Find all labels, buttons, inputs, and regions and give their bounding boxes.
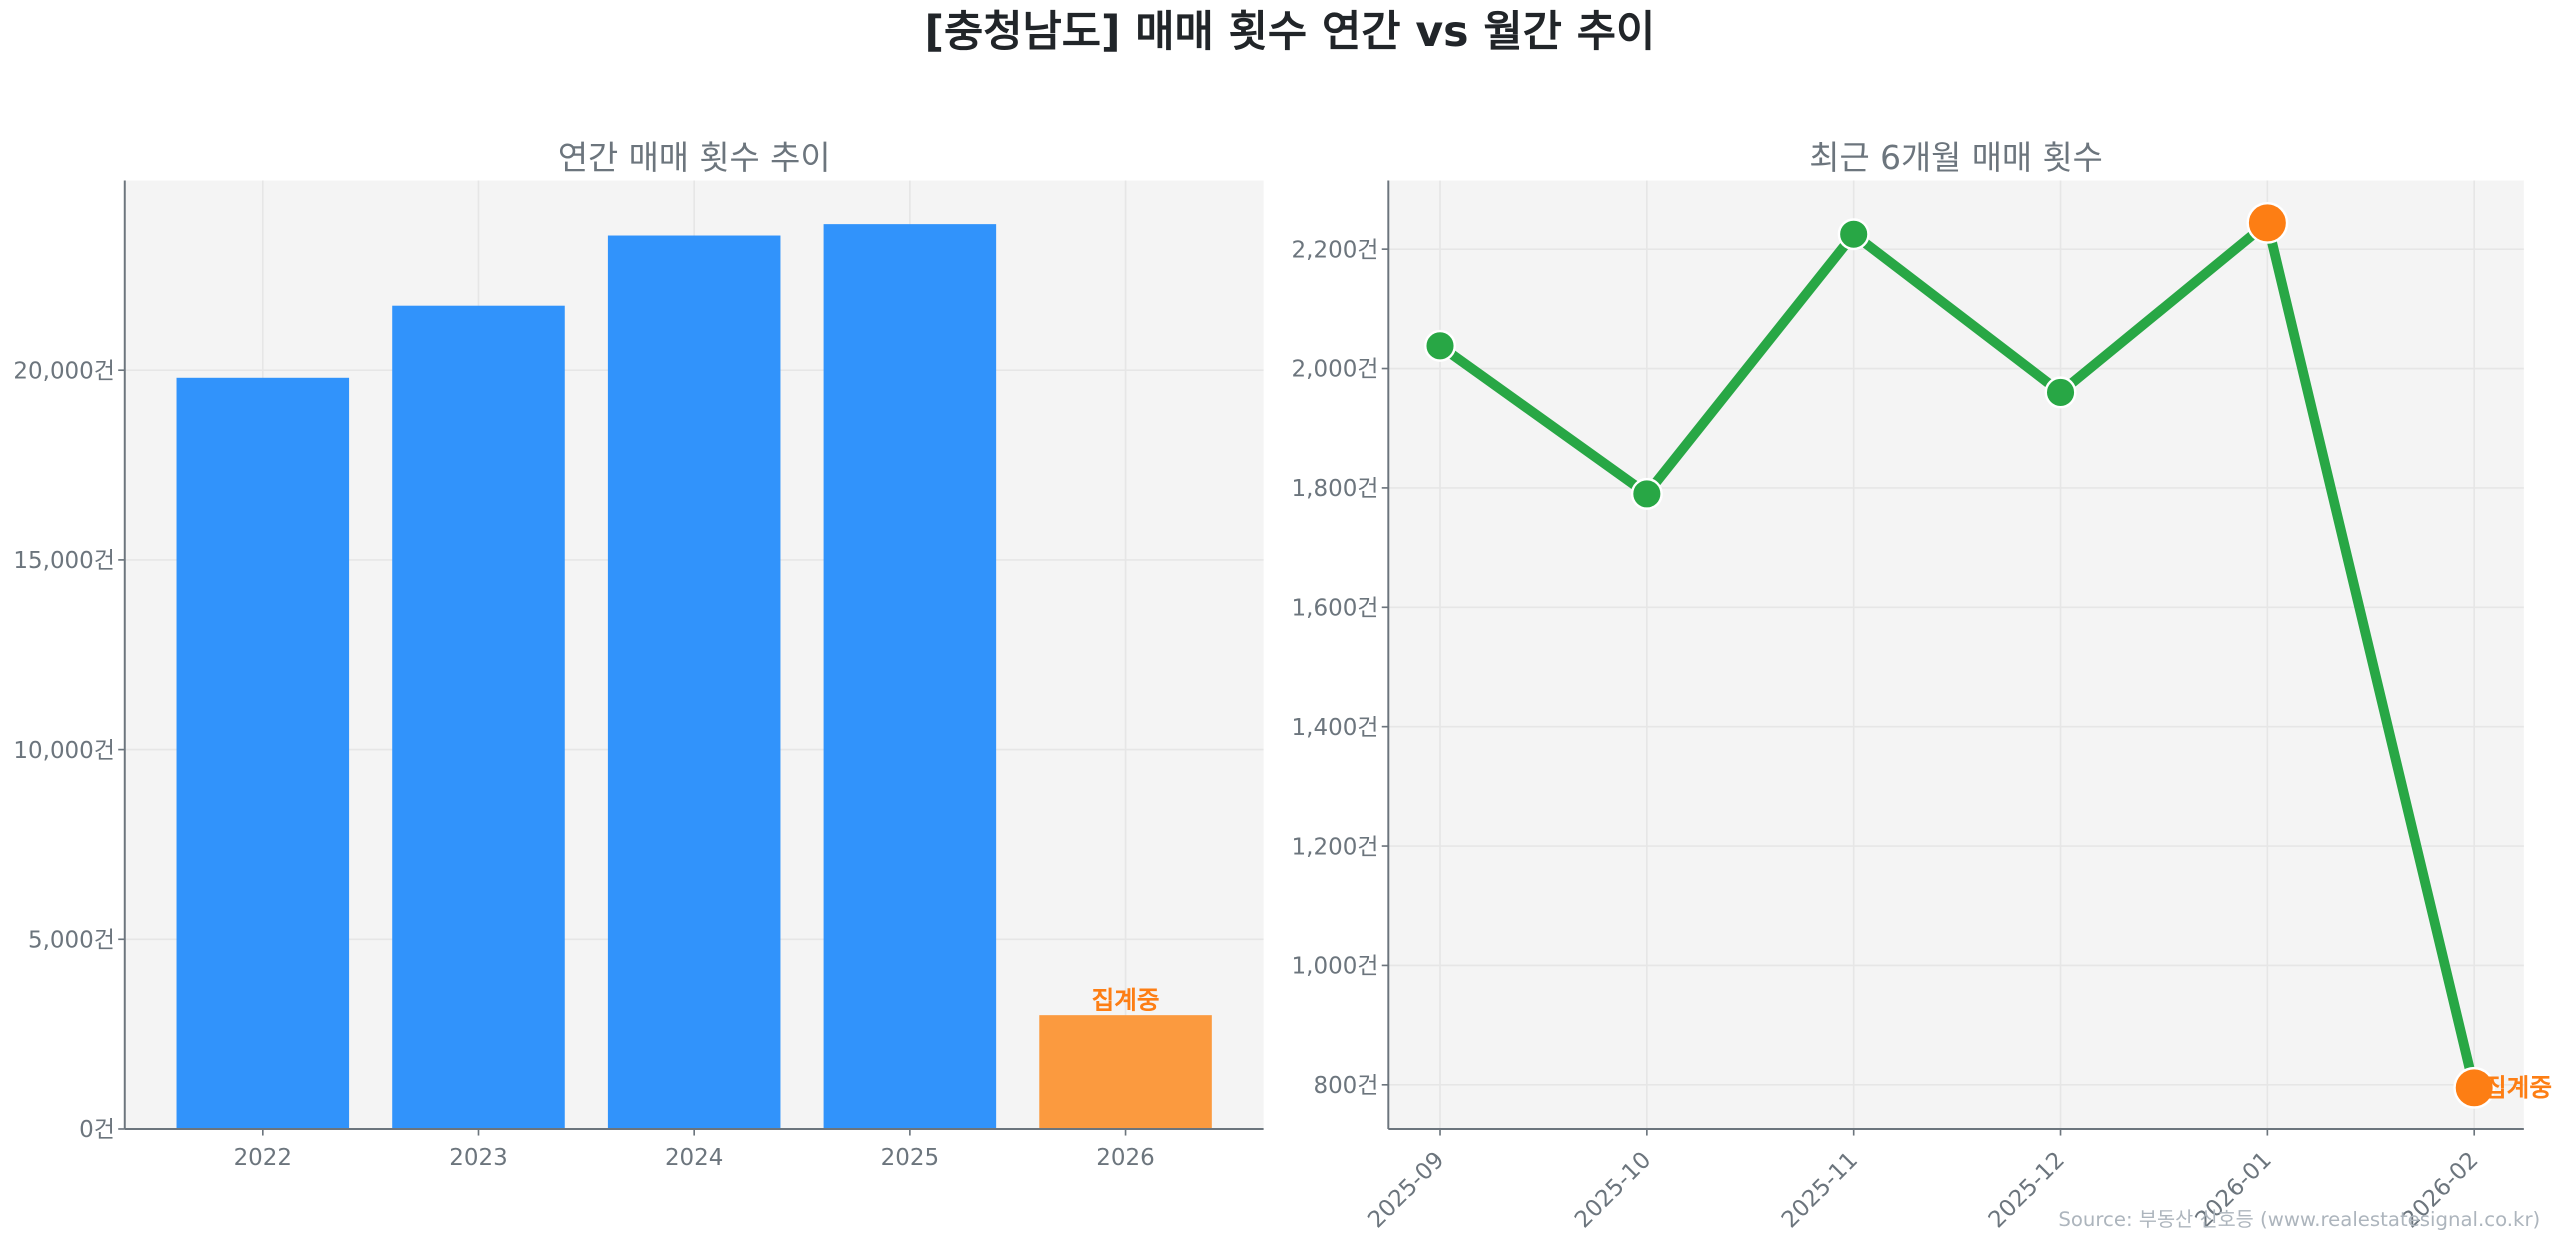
bar-2026 xyxy=(1039,1015,1212,1129)
y-tick-label: 1,200건 xyxy=(1292,834,1379,860)
point-2025-09 xyxy=(1424,329,1457,362)
x-tick-label: 2025 xyxy=(881,1145,939,1171)
point-2025-10 xyxy=(1630,477,1663,510)
y-tick-label: 0건 xyxy=(79,1117,115,1143)
x-tick-label: 2026 xyxy=(1096,1145,1154,1171)
monthly-line-chart: 최근 6개월 매매 횟수 800건 1,000건 1,200건 1,400건 1,600… xyxy=(1292,139,2552,1233)
y-tick-label: 1,000건 xyxy=(1292,954,1379,980)
bar-2024 xyxy=(607,235,781,1129)
bar-annotation: 집계중 xyxy=(1092,986,1160,1015)
y-tick-label: 2,200건 xyxy=(1292,237,1379,263)
annual-bar-chart: 연간 매매 횟수 추이 0건 5,000건 10,000건 15,000건 20,000… xyxy=(13,139,1264,1171)
x-tick-label: 2025-10 xyxy=(1570,1147,1656,1233)
x-tick-label: 2025-11 xyxy=(1777,1147,1863,1233)
point-annotation: 집계중 xyxy=(2484,1073,2552,1102)
bar-2025 xyxy=(823,224,997,1129)
monthly-chart-title: 최근 6개월 매매 횟수 xyxy=(1809,139,2103,177)
point-2026-01 xyxy=(2246,201,2289,244)
y-tick-label: 1,800건 xyxy=(1292,476,1379,502)
point-2025-11 xyxy=(1837,218,1870,251)
x-tick-label: 2024 xyxy=(665,1145,723,1171)
point-2025-12 xyxy=(2044,376,2077,409)
x-tick-label: 2022 xyxy=(234,1145,292,1171)
x-tick-label: 2023 xyxy=(449,1145,507,1171)
annual-chart-title: 연간 매매 횟수 추이 xyxy=(558,139,831,177)
y-tick-label: 20,000건 xyxy=(13,358,115,384)
y-tick-label: 10,000건 xyxy=(13,738,115,764)
point-2026-02 xyxy=(2453,1066,2496,1109)
series-line xyxy=(1437,217,2479,1089)
bar-2023 xyxy=(392,305,565,1129)
y-tick-label: 800건 xyxy=(1313,1073,1378,1099)
figure-title: [충청남도] 매매 횟수 연간 vs 월간 추이 xyxy=(924,7,1655,57)
source-note: Source: 부동산 신호등 (www.realestatesignal.co… xyxy=(2058,1208,2540,1231)
y-tick-label: 2,000건 xyxy=(1292,357,1379,383)
x-tick-label: 2025-12 xyxy=(1984,1147,2070,1233)
y-tick-label: 15,000건 xyxy=(13,548,115,574)
y-tick-label: 1,400건 xyxy=(1292,715,1379,741)
bar-2022 xyxy=(176,377,350,1129)
x-tick-label: 2025-09 xyxy=(1363,1147,1449,1233)
y-tick-label: 1,600건 xyxy=(1292,595,1379,621)
y-tick-label: 5,000건 xyxy=(28,927,115,953)
plot-background xyxy=(1388,180,2524,1129)
